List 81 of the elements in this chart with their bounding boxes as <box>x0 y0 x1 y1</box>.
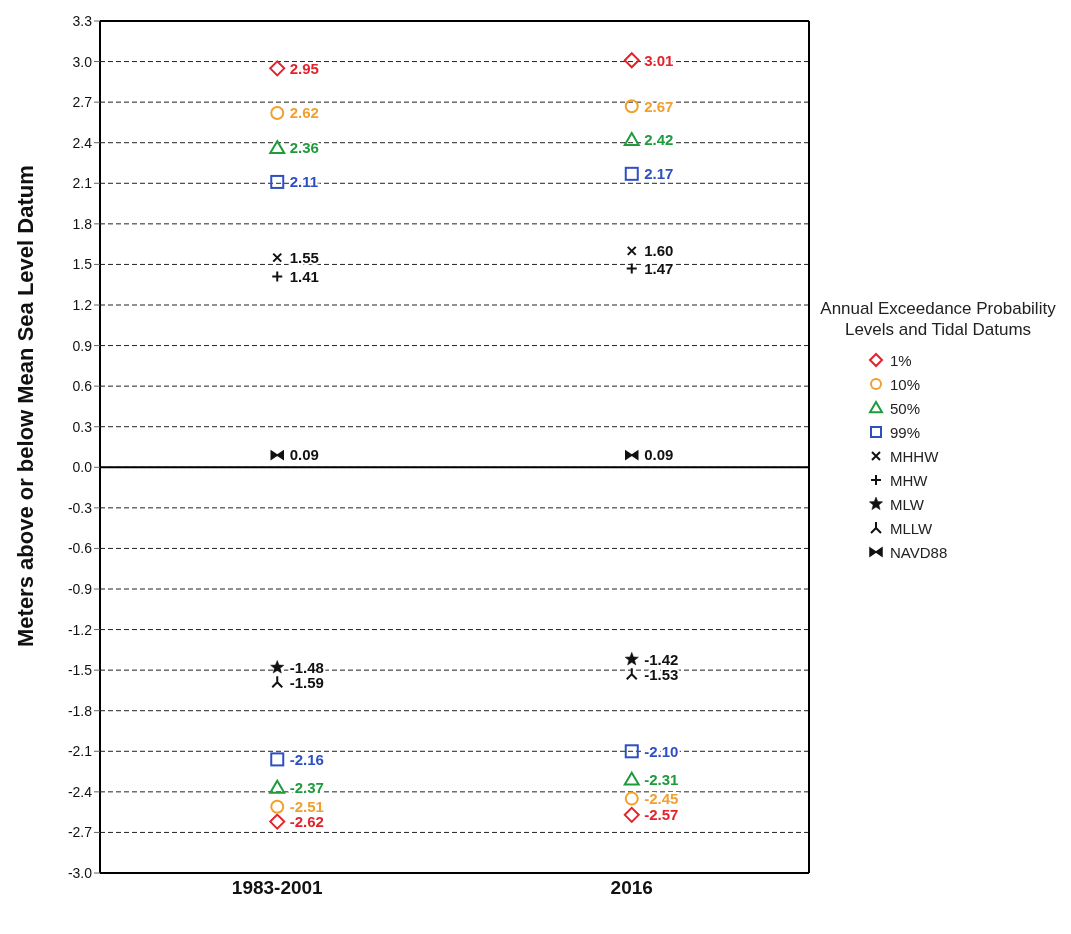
data-label: -1.48 <box>289 658 324 676</box>
legend-label: MLW <box>890 495 924 513</box>
data-label: 1.55 <box>289 248 319 266</box>
data-label: 2.36 <box>289 139 319 157</box>
point <box>270 660 285 674</box>
y-tick-label: 1.5 <box>72 256 93 273</box>
y-tick-label: -1.2 <box>67 621 93 638</box>
data-label: -2.31 <box>644 771 679 789</box>
point <box>624 744 639 759</box>
y-tick-label: -2.1 <box>67 743 93 760</box>
y-tick-label: -3.0 <box>67 864 93 881</box>
legend-title: Annual Exceedance Probability Levels and Tidal Datums <box>819 298 1057 340</box>
y-tick-label: 0.3 <box>72 418 93 435</box>
point <box>269 60 286 77</box>
point <box>270 450 284 460</box>
y-tick-label: -2.4 <box>67 783 93 800</box>
data-label: 2.67 <box>644 97 674 115</box>
y-tick-label: 0.0 <box>72 459 93 476</box>
y-tick-label: 0.9 <box>72 337 93 354</box>
point <box>270 752 285 767</box>
point <box>269 779 286 794</box>
data-label: 2.17 <box>644 165 674 183</box>
data-label: -2.45 <box>644 789 679 807</box>
y-tick-label: -0.9 <box>67 580 93 597</box>
y-tick-label: 1.8 <box>72 215 93 232</box>
y-tick-label: -0.6 <box>67 540 93 557</box>
point <box>624 166 639 181</box>
point <box>270 105 285 120</box>
legend-label: 1% <box>890 351 912 369</box>
point <box>623 132 640 146</box>
point <box>270 174 285 189</box>
data-label: -1.53 <box>644 665 679 683</box>
data-label: -1.42 <box>644 650 679 668</box>
y-axis-title: Meters above or below Mean Sea Level Datum <box>12 165 38 647</box>
data-label: -1.59 <box>289 673 324 691</box>
data-label: -2.16 <box>289 750 324 768</box>
point <box>625 667 638 681</box>
y-tick-label: 2.7 <box>72 94 93 111</box>
legend-label: MHW <box>890 471 928 489</box>
y-tick-label: 3.0 <box>72 53 93 70</box>
x-tick-label: 2016 <box>610 877 653 899</box>
legend-label: MLLW <box>890 519 933 537</box>
legend-label: 50% <box>890 399 921 417</box>
x-tick-label: 1983-2001 <box>231 877 324 899</box>
point <box>623 806 640 823</box>
legend-label: NAVD88 <box>890 543 948 561</box>
legend-label: 10% <box>890 375 921 393</box>
data-label: -2.37 <box>289 779 324 797</box>
point <box>624 652 639 666</box>
point <box>271 270 284 283</box>
data-label: 0.09 <box>644 446 674 464</box>
point <box>623 771 640 786</box>
data-label: 0.09 <box>289 446 319 464</box>
data-label: 1.47 <box>644 259 674 277</box>
data-label: 1.41 <box>289 267 319 285</box>
y-tick-label: 2.1 <box>72 175 93 192</box>
point <box>272 252 283 263</box>
point <box>625 262 638 275</box>
point <box>626 245 637 256</box>
legend-label: 99% <box>890 423 921 441</box>
y-tick-label: -1.8 <box>67 702 93 719</box>
y-tick-label: -2.7 <box>67 824 93 841</box>
data-label: 1.60 <box>644 242 674 260</box>
y-tick-label: 2.4 <box>72 134 93 151</box>
y-tick-label: -0.3 <box>67 499 93 516</box>
point <box>624 99 639 114</box>
data-label: 2.95 <box>289 59 319 77</box>
y-tick-label: 3.3 <box>72 12 93 29</box>
point <box>625 450 639 460</box>
y-tick-label: 0.6 <box>72 378 93 395</box>
point <box>269 140 286 155</box>
y-tick-label: -1.5 <box>67 662 93 679</box>
y-tick-label: 1.2 <box>72 296 93 313</box>
legend-label: MHHW <box>890 447 939 465</box>
data-label: 2.62 <box>289 104 319 122</box>
point <box>624 791 639 806</box>
point <box>271 675 284 689</box>
point <box>269 813 286 830</box>
point <box>623 52 640 69</box>
data-label: -2.57 <box>644 806 679 824</box>
point <box>270 799 285 814</box>
